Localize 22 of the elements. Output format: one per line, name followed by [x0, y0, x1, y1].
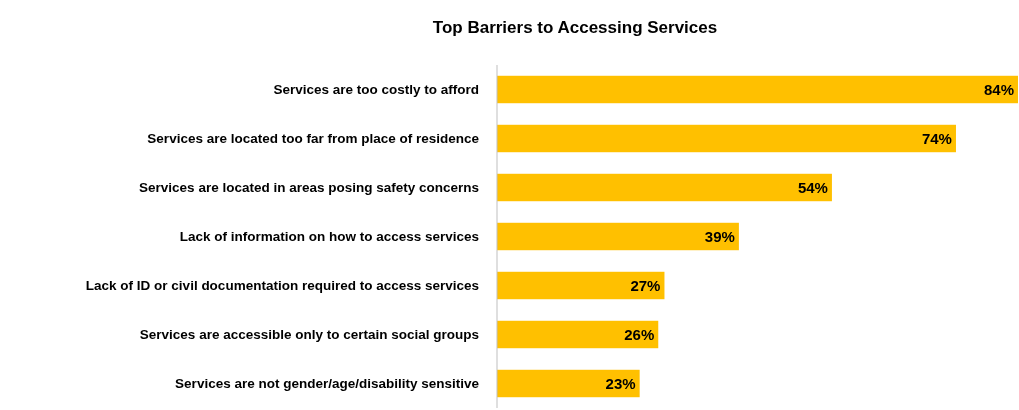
bar — [497, 271, 665, 300]
data-label: 84% — [983, 80, 1014, 98]
y-tick-label: Lack of ID or civil documentation required to access services — [85, 278, 479, 294]
y-tick-label: Services are located too far from place of residence — [147, 131, 480, 147]
data-label: 23% — [605, 374, 636, 392]
bar — [497, 369, 640, 398]
y-tick-label: Services are located in areas posing safety concerns — [139, 180, 479, 196]
bar — [497, 320, 659, 349]
y-tick-label: Lack of information on how to access services — [179, 229, 479, 245]
data-label: 54% — [797, 178, 828, 196]
chart-title: Top Barriers to Accessing Services — [432, 18, 718, 37]
data-label: 39% — [704, 227, 735, 245]
bar — [497, 173, 832, 202]
bar — [497, 75, 1018, 104]
y-tick-label: Services are too costly to afford — [273, 82, 479, 98]
y-tick-label: Services are not gender/age/disability sensitive — [175, 376, 480, 392]
data-label: 74% — [921, 129, 952, 147]
y-tick-label: Services are accessible only to certain social groups — [139, 327, 479, 343]
data-label: 27% — [630, 276, 661, 294]
data-label: 26% — [624, 325, 655, 343]
bar — [497, 124, 956, 153]
bar — [497, 222, 739, 251]
